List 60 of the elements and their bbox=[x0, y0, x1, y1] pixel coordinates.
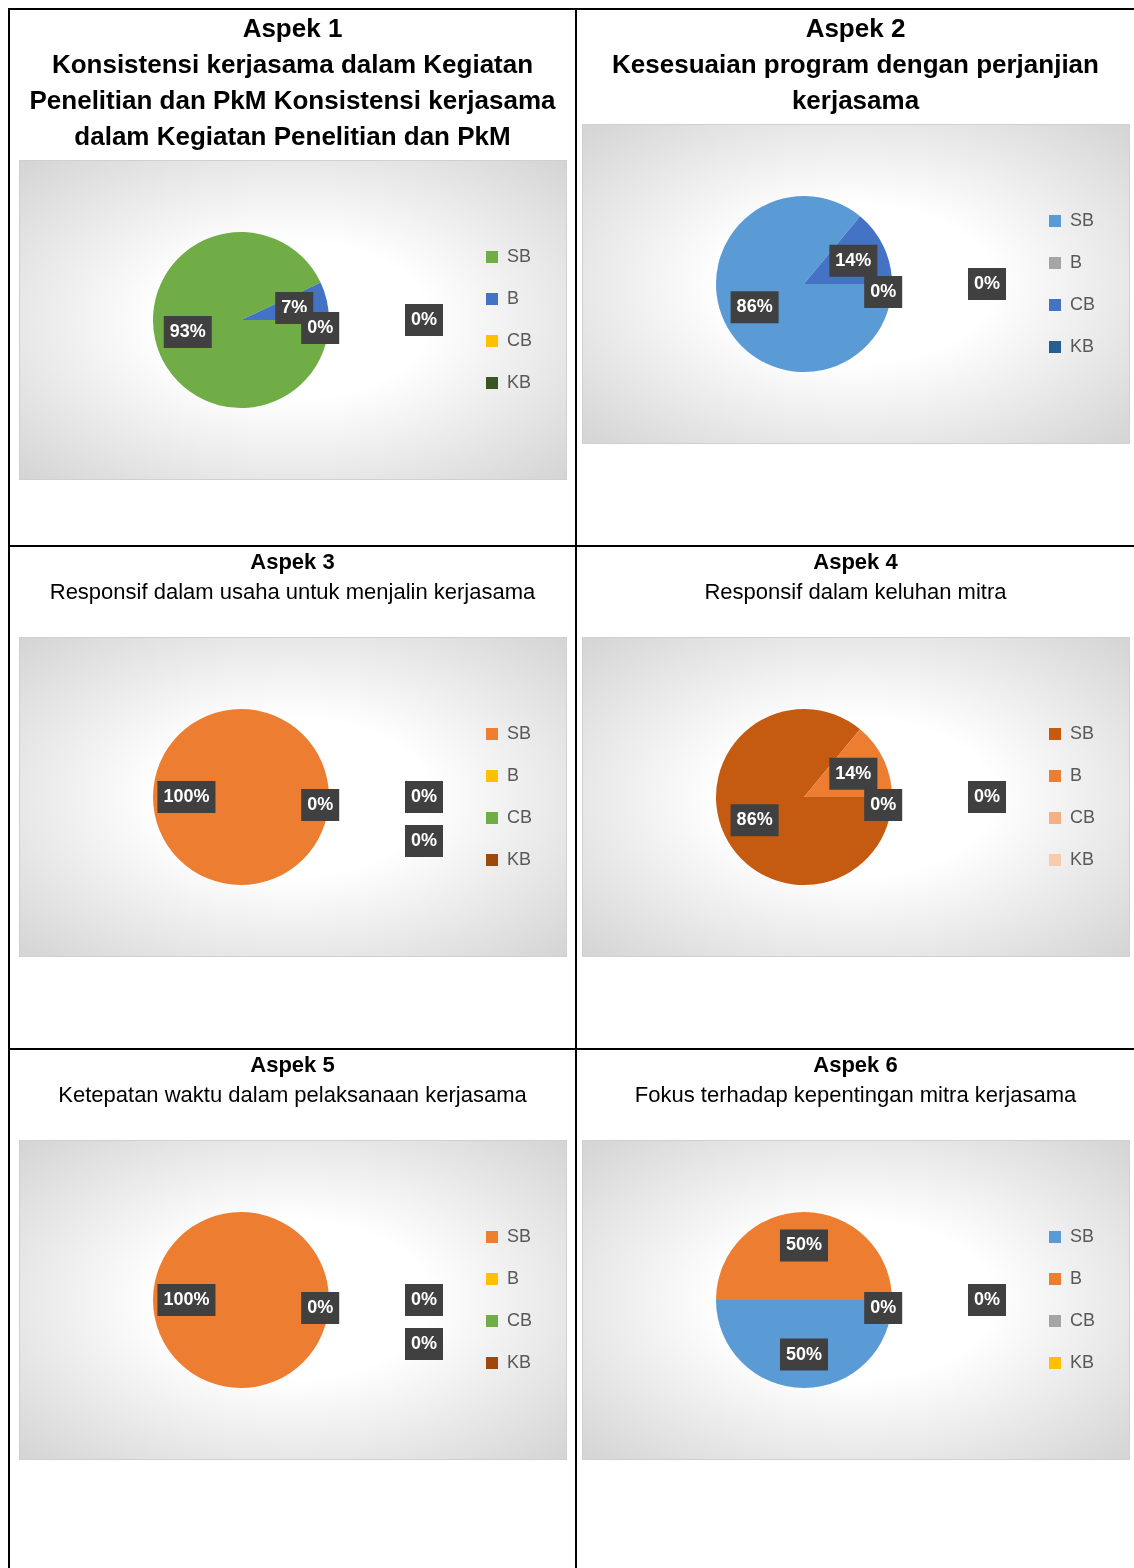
legend-label: B bbox=[1069, 764, 1082, 785]
data-label: 100% bbox=[162, 1288, 209, 1309]
data-label: 50% bbox=[785, 1343, 822, 1364]
text: 0% bbox=[410, 1288, 437, 1309]
data-label: 86% bbox=[736, 296, 773, 317]
legend-label: KB bbox=[1069, 848, 1094, 869]
legend-label: CB bbox=[1069, 806, 1095, 827]
legend-label: SB bbox=[506, 722, 531, 743]
legend-label: B bbox=[506, 764, 519, 785]
chart-title: Aspek 3 bbox=[249, 548, 336, 576]
chart-subtitle: Kesesuaian program dengan perjanjian kerjasama bbox=[611, 48, 1100, 117]
text: 0% bbox=[306, 1296, 333, 1317]
chart-title: Aspek 5 bbox=[249, 1051, 336, 1079]
chart-title: Aspek 6 bbox=[812, 1051, 899, 1079]
chart-subtitle: Responsif dalam keluhan mitra bbox=[703, 578, 1008, 606]
data-label: 14% bbox=[834, 249, 871, 270]
legend-label: KB bbox=[1069, 335, 1094, 356]
text: 0% bbox=[306, 316, 333, 337]
legend-label: B bbox=[506, 1267, 519, 1288]
text: 0% bbox=[973, 1288, 1000, 1309]
text: 0% bbox=[973, 785, 1000, 806]
legend-label: CB bbox=[506, 1309, 532, 1330]
text: 0% bbox=[410, 308, 437, 329]
chart-subtitle: Fokus terhadap kepentingan mitra kerjasama bbox=[633, 1081, 1078, 1109]
legend-label: KB bbox=[506, 371, 531, 392]
legend-label: CB bbox=[1069, 1309, 1095, 1330]
text: 0% bbox=[410, 829, 437, 850]
legend-label: B bbox=[1069, 1267, 1082, 1288]
text: 0% bbox=[869, 793, 896, 814]
chart-subtitle: Ketepatan waktu dalam pelaksanaan kerjasama bbox=[57, 1081, 528, 1109]
legend-label: CB bbox=[506, 329, 532, 350]
text: 0% bbox=[869, 1296, 896, 1317]
data-label: 86% bbox=[736, 809, 773, 830]
data-label: 100% bbox=[162, 785, 209, 806]
legend-label: B bbox=[506, 287, 519, 308]
legend-label: KB bbox=[1069, 1351, 1094, 1372]
data-label: 50% bbox=[785, 1234, 822, 1255]
text: 0% bbox=[306, 793, 333, 814]
chart-title: Aspek 1 bbox=[241, 12, 344, 45]
chart-subtitle: Konsistensi kerjasama dalam Kegiatan Penelitian dan PkM Konsistensi kerjasama dalam Kegiatan Penelitian dan PkM bbox=[28, 48, 557, 153]
data-label: 14% bbox=[834, 762, 871, 783]
legend-label: CB bbox=[506, 806, 532, 827]
legend-label: KB bbox=[506, 848, 531, 869]
chart-title: Aspek 2 bbox=[804, 12, 907, 45]
text: 0% bbox=[973, 272, 1000, 293]
chart-subtitle: Responsif dalam usaha untuk menjalin kerjasama bbox=[48, 578, 537, 606]
legend-label: SB bbox=[1069, 1225, 1094, 1246]
legend-label: SB bbox=[1069, 722, 1094, 743]
data-label: 7% bbox=[280, 297, 307, 318]
text: 0% bbox=[410, 785, 437, 806]
text: 0% bbox=[869, 280, 896, 301]
text: 0% bbox=[410, 1332, 437, 1353]
legend-label: SB bbox=[506, 245, 531, 266]
legend-label: SB bbox=[1069, 209, 1094, 230]
chart-title: Aspek 4 bbox=[812, 548, 899, 576]
legend-label: KB bbox=[506, 1351, 531, 1372]
data-label: 93% bbox=[169, 320, 206, 341]
legend-label: B bbox=[1069, 251, 1082, 272]
legend-label: SB bbox=[506, 1225, 531, 1246]
legend-label: CB bbox=[1069, 293, 1095, 314]
